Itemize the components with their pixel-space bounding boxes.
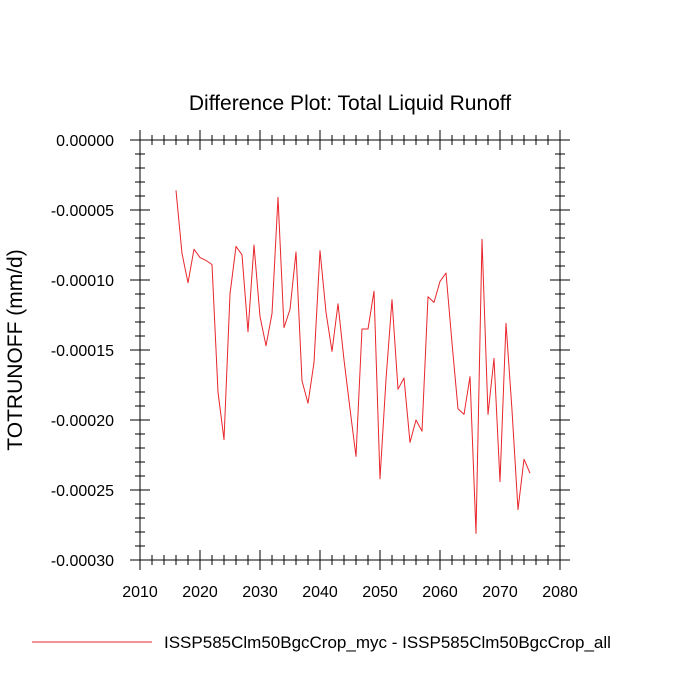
- y-tick-label: 0.00000: [56, 133, 114, 150]
- y-tick-label: -0.00005: [51, 203, 114, 220]
- chart-title: Difference Plot: Total Liquid Runoff: [189, 92, 511, 115]
- x-tick-label: 2040: [302, 584, 338, 601]
- y-tick-label: -0.00030: [51, 553, 114, 570]
- x-tick-label: 2070: [482, 584, 518, 601]
- plot-area: 2010 2020 2030 2040 2050 2060 2070 2080 0.00000 -…: [51, 130, 578, 601]
- x-tick-label: 2080: [542, 584, 578, 601]
- legend-entry-label: ISSP585Clm50BgcCrop_myc - ISSP585Clm50Bg…: [164, 633, 611, 652]
- series-line-0: [175, 190, 531, 534]
- x-tick-label: 2060: [422, 584, 458, 601]
- y-tick-label: -0.00010: [51, 273, 114, 290]
- x-tick-label: 2030: [242, 584, 278, 601]
- y-tick-label: -0.00020: [51, 413, 114, 430]
- y-tick-label: -0.00015: [51, 343, 114, 360]
- x-tick-label: 2010: [122, 584, 158, 601]
- x-tick-label: 2050: [362, 584, 398, 601]
- legend: ISSP585Clm50BgcCrop_myc - ISSP585Clm50Bg…: [32, 633, 611, 652]
- plot-frame: [139, 139, 561, 561]
- y-axis-label: TOTRUNOFF (mm/d): [4, 249, 27, 450]
- y-tick-label: -0.00025: [51, 483, 114, 500]
- x-tick-label: 2020: [182, 584, 218, 601]
